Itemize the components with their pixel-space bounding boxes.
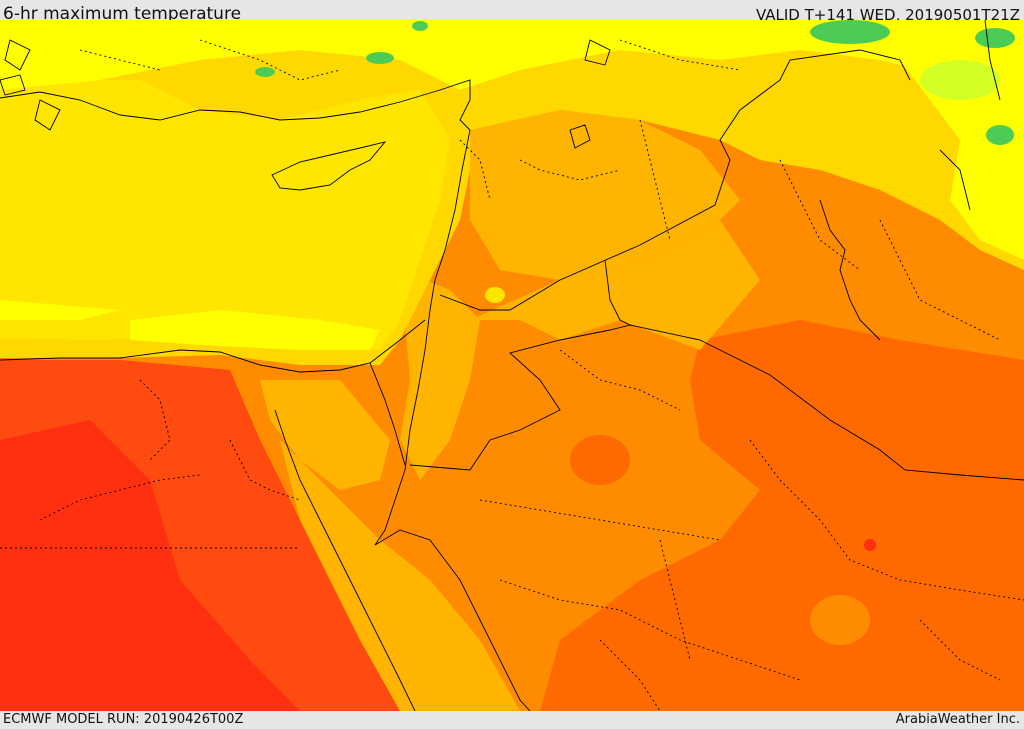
- temperature-fill-amber: [470, 220, 760, 350]
- map-title: 6-hr maximum temperature: [3, 4, 242, 24]
- temperature-fill-green: [810, 20, 890, 44]
- temperature-fill-yellow: [0, 20, 1024, 90]
- temperature-fill-green: [255, 67, 275, 77]
- temperature-fill-yellow: [485, 287, 505, 303]
- temperature-fill-green: [975, 28, 1015, 48]
- temperature-map[interactable]: [0, 20, 1024, 711]
- national-borders: [369, 49, 1024, 481]
- temperature-fill-amber: [400, 270, 480, 480]
- temperature-fill-green: [412, 21, 428, 31]
- temperature-fill-dark-orange: [570, 435, 630, 485]
- header-bar: [0, 0, 1024, 20]
- map-canvas: [0, 20, 1024, 711]
- valid-time-label: VALID T+141 WED, 20190501T21Z: [755, 6, 1020, 24]
- temperature-fill-red: [0, 420, 300, 711]
- footer-bar: [0, 711, 1024, 729]
- credit-label: ArabiaWeather Inc.: [895, 712, 1020, 727]
- temperature-fill-amber: [280, 440, 520, 711]
- regional-borders: [0, 39, 1024, 711]
- coastlines: [0, 20, 1001, 711]
- temperature-fill-orange: [810, 595, 870, 645]
- temperature-fill-yellow: [130, 310, 380, 350]
- temperature-fill-yellow: [0, 80, 450, 350]
- temperature-fill-light-green: [920, 60, 1000, 100]
- temperature-fill-amber: [470, 110, 740, 280]
- temperature-fill-green: [986, 125, 1014, 145]
- model-run-label: ECMWF MODEL RUN: 20190426T00Z: [3, 712, 244, 727]
- temperature-fill-yellow: [0, 300, 120, 320]
- temperature-fill-dark-orange: [540, 320, 1024, 711]
- temperature-fill-amber: [260, 380, 390, 490]
- temperature-fill-green: [366, 52, 394, 64]
- temperature-fill-red: [864, 539, 876, 551]
